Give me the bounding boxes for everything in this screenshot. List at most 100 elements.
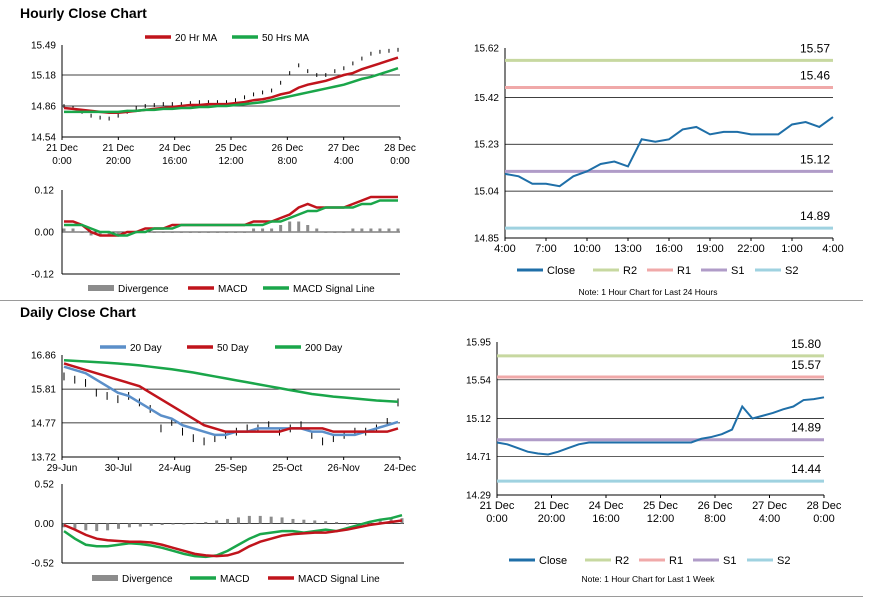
daily-macd-divergence-bar — [258, 515, 262, 524]
hourly-macd-divergence-bar — [360, 228, 364, 232]
daily-macd-divergence-bar — [106, 523, 110, 531]
daily-macd-divergence-bar — [149, 523, 153, 526]
hourly-price-y-tick-label: 15.49 — [31, 41, 56, 52]
daily-levels-x-tick-time: 0:00 — [486, 513, 507, 525]
daily-macd-divergence-bar — [95, 523, 99, 532]
hourly-price-y-tick-label: 14.86 — [31, 102, 56, 113]
hourly-macd-divergence-bar — [197, 232, 201, 233]
hourly-price-x-tick-time: 4:00 — [334, 156, 354, 167]
hourly-macd-divergence-bar — [261, 228, 265, 232]
hourly-section-title: Hourly Close Chart — [20, 5, 147, 21]
hourly-macd-divergence-bar — [215, 232, 219, 233]
hourly-macd-y-tick-label: 0.00 — [35, 228, 55, 239]
legend-daily-divergence-label: Divergence — [122, 574, 173, 585]
hourly-price-x-tick-time: 0:00 — [390, 156, 410, 167]
hourly-levels-legend-close-label: Close — [547, 265, 575, 277]
daily-macd-divergence-bar — [335, 521, 339, 524]
hourly-macd-divergence-bar — [252, 228, 256, 232]
daily-price-x-tick-label: 25-Sep — [215, 463, 248, 474]
bottom-divider — [0, 596, 863, 597]
daily-levels-r2-label: 15.80 — [791, 337, 821, 351]
daily-macd-macd-line — [63, 513, 403, 559]
hourly-price-x-tick-time: 16:00 — [162, 156, 187, 167]
hourly-macd-divergence-bar — [306, 225, 310, 232]
daily-levels-x-tick-time: 0:00 — [813, 513, 834, 525]
hourly-macd-divergence-bar — [315, 228, 319, 232]
daily-macd-y-tick-label: 0.00 — [35, 519, 55, 530]
daily-levels-r1-label: 15.57 — [791, 358, 821, 372]
daily-macd-divergence-bar — [247, 515, 251, 524]
daily-levels-x-tick-time: 4:00 — [759, 513, 780, 525]
daily-levels-y-tick-label: 14.29 — [466, 491, 491, 502]
daily-levels-y-tick-label: 15.95 — [466, 338, 491, 349]
hourly-levels-y-tick-label: 15.62 — [474, 44, 499, 55]
daily-macd-divergence-bar — [313, 520, 317, 524]
hourly-macd-divergence-bar — [71, 228, 75, 232]
hourly-levels-x-tick-label: 4:00 — [494, 243, 515, 255]
daily-levels-x-tick-date: 26 Dec — [698, 500, 733, 512]
daily-price-y-tick-label: 14.77 — [31, 418, 56, 429]
hourly-macd-divergence-bar — [161, 232, 165, 233]
daily-levels-legend-s1-label: S1 — [723, 555, 736, 567]
hourly-price-x-tick-date: 21 Dec — [46, 143, 78, 154]
hourly-macd-divergence-bar — [152, 232, 156, 233]
daily-macd-divergence-bar — [215, 520, 219, 524]
legend-20-day-label: 20 Day — [130, 343, 162, 354]
hourly-levels-r2-label: 15.57 — [800, 41, 830, 55]
daily-levels-x-tick-time: 12:00 — [647, 513, 675, 525]
daily-macd-divergence-bar — [193, 522, 197, 524]
daily-levels-s1-label: 14.89 — [791, 421, 821, 435]
hourly-macd-macd-signal-line-line — [64, 199, 398, 237]
legend-daily-macd-signal-label: MACD Signal Line — [298, 574, 380, 585]
hourly-levels-x-tick-label: 10:00 — [573, 243, 601, 255]
hourly-price-x-tick-time: 0:00 — [52, 156, 72, 167]
hourly-levels-x-tick-label: 13:00 — [614, 243, 642, 255]
hourly-macd-divergence-bar — [279, 225, 283, 232]
daily-price-x-tick-label: 30-Jul — [105, 463, 132, 474]
hourly-levels-y-tick-label: 15.42 — [474, 93, 499, 104]
daily-price-x-tick-label: 24-Aug — [159, 463, 191, 474]
hourly-macd-divergence-bar — [396, 228, 400, 232]
hourly-macd-y-tick-label: -0.12 — [31, 270, 54, 281]
daily-macd-divergence-bar — [138, 523, 142, 527]
daily-macd-divergence-bar — [117, 523, 121, 529]
daily-price-200-day-line — [63, 358, 399, 404]
hourly-price-y-tick-label: 14.54 — [31, 133, 56, 144]
legend-hourly-divergence-label: Divergence — [118, 284, 169, 295]
hourly-price-y-tick-label: 15.18 — [31, 71, 56, 82]
daily-section-title: Daily Close Chart — [20, 304, 136, 320]
hourly-price-50-hrs-ma-line — [64, 67, 399, 114]
daily-macd-divergence-bar — [236, 517, 240, 524]
daily-macd-divergence-bar — [302, 519, 306, 524]
hourly-macd-divergence-bar — [387, 228, 391, 232]
hourly-macd-divergence-bar — [224, 232, 228, 233]
hourly-price-x-tick-date: 28 Dec — [384, 143, 416, 154]
daily-levels-x-tick-time: 20:00 — [538, 513, 566, 525]
hourly-macd-divergence-bar — [188, 232, 192, 233]
hourly-price-x-tick-date: 26 Dec — [271, 143, 303, 154]
legend-50-day-label: 50 Day — [217, 343, 249, 354]
legend-20hr-ma-label: 20 Hr MA — [175, 33, 218, 44]
hourly-macd-divergence-bar — [324, 232, 328, 233]
hourly-levels-close-line — [504, 116, 834, 188]
hourly-levels-legend-s1-label: S1 — [731, 265, 744, 277]
hourly-macd-divergence-bar — [351, 228, 355, 232]
daily-levels-y-tick-label: 15.54 — [466, 375, 491, 386]
legend-hourly-macd-signal-label: MACD Signal Line — [293, 284, 375, 295]
hourly-macd-macd-line — [64, 195, 398, 237]
hourly-macd-divergence-bar — [378, 228, 382, 232]
daily-macd-divergence-bar — [204, 521, 208, 524]
hourly-price-x-tick-date: 25 Dec — [215, 143, 247, 154]
hourly-levels-x-tick-label: 19:00 — [696, 243, 724, 255]
hourly-macd-divergence-bar — [342, 232, 346, 233]
daily-macd-divergence-bar — [378, 519, 382, 524]
hourly-levels-y-tick-label: 15.04 — [474, 187, 499, 198]
daily-macd-divergence-bar — [171, 523, 175, 525]
hourly-macd-divergence-bar — [243, 232, 247, 233]
hourly-macd-divergence-bar — [297, 221, 301, 232]
daily-levels-s2-label: 14.44 — [791, 462, 821, 476]
daily-price-x-tick-label: 29-Jun — [47, 463, 78, 474]
legend-daily-divergence-swatch — [92, 575, 118, 581]
daily-levels-legend-r1-label: R1 — [669, 555, 683, 567]
